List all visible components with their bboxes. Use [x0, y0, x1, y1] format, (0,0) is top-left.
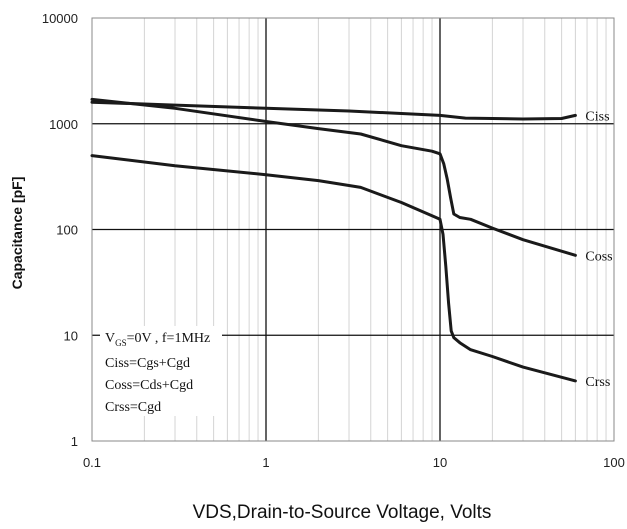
y-tick-label: 10 [64, 328, 78, 343]
x-axis-label: VDS,Drain-to-Source Voltage, Volts [193, 502, 492, 523]
annotation-line-3: Coss=Cds+Cgd [105, 378, 193, 393]
x-tick-label: 0.1 [83, 455, 101, 470]
y-tick-label: 1 [71, 434, 78, 449]
series-line-ciss [90, 100, 577, 121]
series-layer [90, 97, 577, 383]
x-tick-label: 10 [433, 455, 447, 470]
tick-labels: 0.1 1 10 100 1 10 100 1000 10000 [42, 11, 625, 470]
x-tick-label: 100 [603, 455, 625, 470]
annotation-line-4: Crss=Cgd [105, 400, 161, 415]
x-tick-label: 1 [262, 455, 269, 470]
conditions-annotation: VGS=0V , f=1MHz Ciss=Cgs+Cgd Coss=Cds+Cg… [100, 326, 222, 416]
series-line-coss [90, 97, 577, 257]
y-axis-label: Capacitance [pF] [9, 177, 25, 290]
y-tick-label: 10000 [42, 11, 78, 26]
series-label-coss: Coss [585, 249, 612, 264]
series-label-crss: Crss [585, 375, 610, 390]
annotation-line-1: VGS=0V , f=1MHz [105, 331, 210, 348]
y-tick-label: 1000 [49, 117, 78, 132]
annotation-line-2: Ciss=Cgs+Cgd [105, 356, 190, 371]
y-tick-label: 100 [56, 223, 78, 238]
series-line-crss [90, 154, 577, 383]
plot-frame [91, 17, 615, 442]
series-label-ciss: Ciss [585, 109, 609, 124]
series-labels: Ciss Coss Crss [585, 109, 612, 390]
